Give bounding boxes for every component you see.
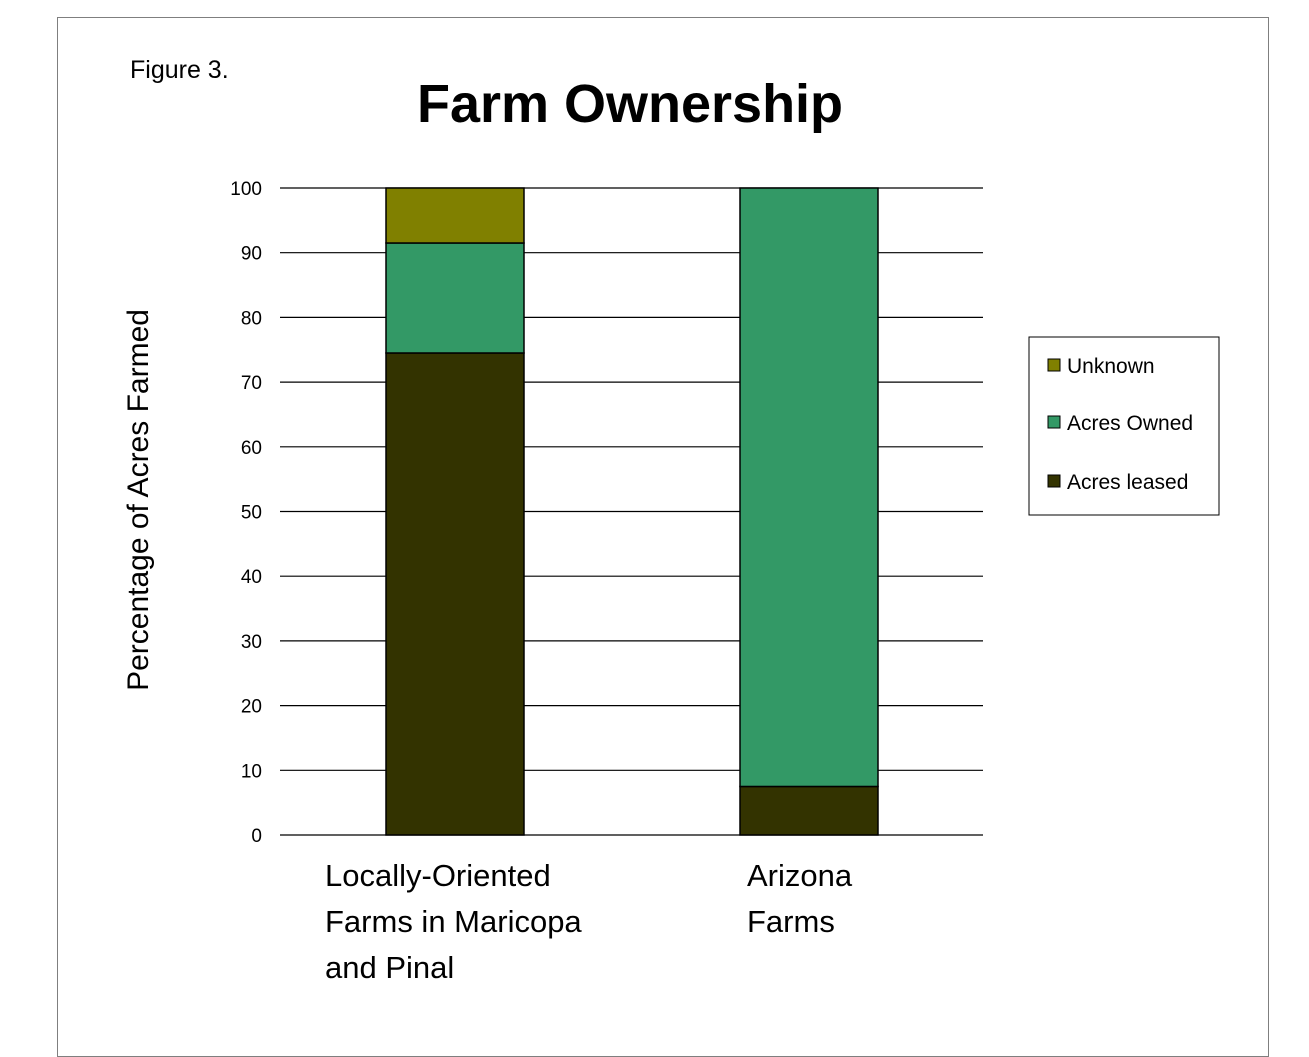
- y-tick-label: 40: [241, 567, 262, 588]
- bar-chart: Figure 3. Farm Ownership Percentage of A…: [122, 56, 1220, 985]
- bar-segment-acres-owned: [739, 187, 879, 788]
- y-tick-label: 60: [241, 438, 262, 459]
- y-tick-label: 90: [241, 244, 262, 265]
- legend-label: Unknown: [1067, 355, 1155, 378]
- legend-label: Acres leased: [1067, 471, 1188, 494]
- legend-swatch: [1047, 474, 1061, 488]
- y-tick-label: 50: [241, 503, 262, 524]
- legend: Unknown Acres Owned Acres leased: [1028, 336, 1220, 516]
- figure-label: Figure 3.: [130, 56, 229, 84]
- legend-label: Acres Owned: [1067, 412, 1193, 435]
- bar-segment-unknown: [385, 187, 525, 244]
- y-tick-label: 20: [241, 697, 262, 718]
- y-tick-label: 0: [251, 826, 262, 847]
- y-tick-label: 70: [241, 373, 262, 394]
- y-tick-label: 30: [241, 632, 262, 653]
- y-axis-label: Percentage of Acres Farmed: [122, 309, 155, 691]
- bars: [385, 187, 879, 836]
- bar-segment-acres-leased: [385, 352, 525, 836]
- category-label: Locally-Oriented Farms in Maricopa and Pin…: [325, 858, 582, 985]
- legend-box: [1028, 336, 1220, 516]
- legend-swatch: [1047, 358, 1061, 372]
- chart-title: Farm Ownership: [417, 74, 843, 134]
- category-label: Arizona Farms: [747, 858, 853, 939]
- legend-swatch: [1047, 415, 1061, 429]
- bar-segment-acres-owned: [385, 242, 525, 354]
- chart-frame: [57, 17, 1269, 1057]
- y-tick-label: 100: [230, 179, 262, 200]
- y-tick-labels: 0 10 20 30 40 50 60 70 80 90 100: [230, 179, 262, 847]
- y-tick-label: 80: [241, 308, 262, 329]
- y-tick-label: 10: [241, 761, 262, 782]
- bar-segment-acres-leased: [739, 785, 879, 836]
- category-labels: Locally-Oriented Farms in Maricopa and Pin…: [325, 858, 853, 985]
